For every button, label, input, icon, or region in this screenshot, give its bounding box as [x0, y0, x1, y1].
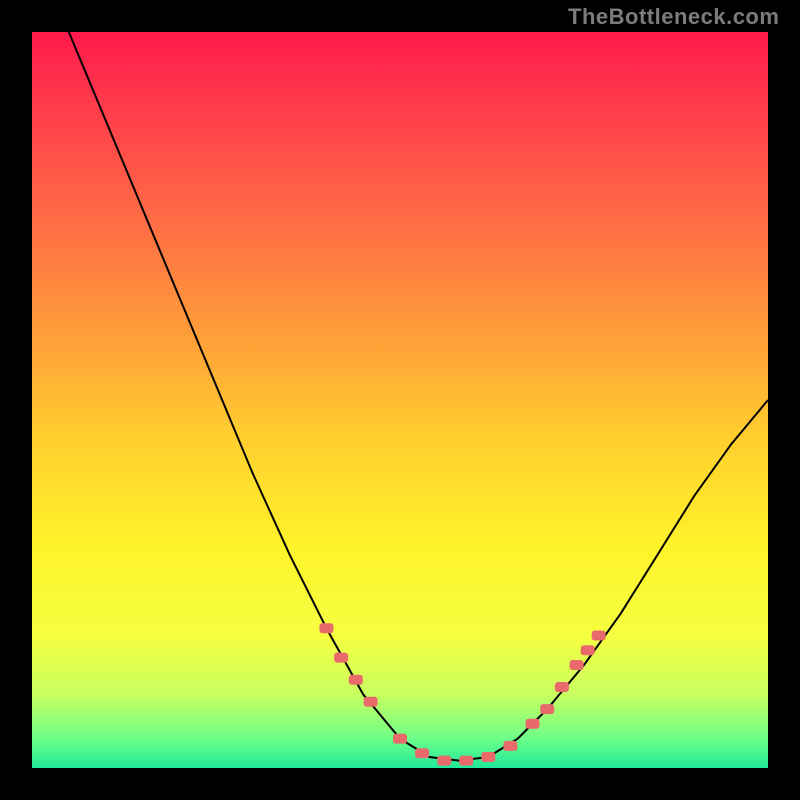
curve-marker	[592, 631, 606, 641]
curve-marker	[364, 697, 378, 707]
curve-marker	[555, 682, 569, 692]
curve-marker	[459, 756, 473, 766]
curve-marker	[526, 719, 540, 729]
watermark-text: TheBottleneck.com	[568, 4, 779, 30]
curve-marker	[570, 660, 584, 670]
curve-marker	[334, 653, 348, 663]
curve-marker	[540, 704, 554, 714]
curve-marker	[503, 741, 517, 751]
plot-background	[32, 32, 768, 768]
curve-marker	[437, 756, 451, 766]
curve-marker	[415, 748, 429, 758]
chart-container: TheBottleneck.com	[0, 0, 800, 800]
curve-marker	[481, 752, 495, 762]
curve-marker	[393, 734, 407, 744]
curve-marker	[319, 623, 333, 633]
bottleneck-curve-chart	[0, 0, 800, 800]
curve-marker	[349, 675, 363, 685]
curve-marker	[581, 645, 595, 655]
